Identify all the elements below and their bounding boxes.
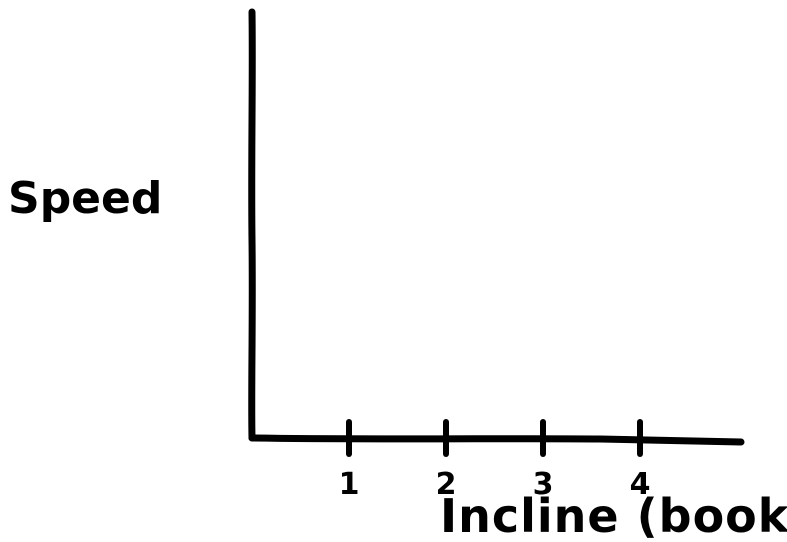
x-axis-line <box>248 434 745 446</box>
x-ticks: 1 2 3 4 <box>339 419 651 502</box>
x-tick-label-4: 4 <box>630 467 651 502</box>
x-tick-label-2: 2 <box>436 467 457 502</box>
x-tick-label-1: 1 <box>339 467 360 502</box>
x-axis-label: Incline (books) <box>440 489 787 542</box>
y-axis-label: Speed <box>8 173 162 224</box>
y-axis-line <box>248 8 256 442</box>
x-tick-label-3: 3 <box>533 467 554 502</box>
